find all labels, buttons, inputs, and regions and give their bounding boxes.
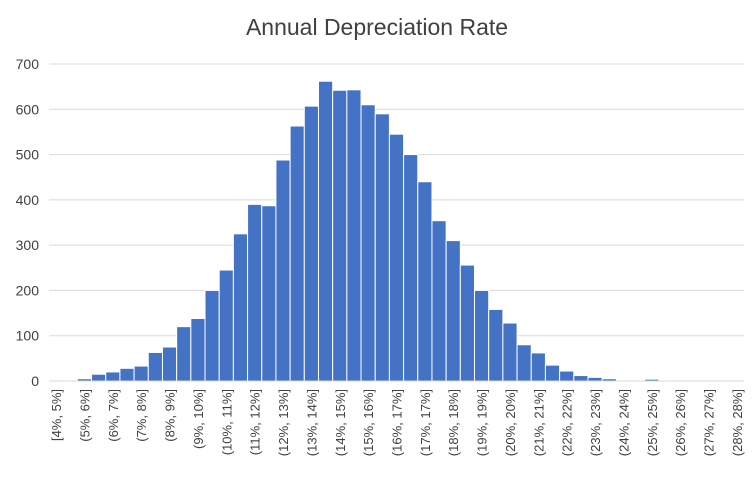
histogram-bar — [403, 154, 419, 382]
histogram-bar — [147, 351, 163, 382]
x-tick-label: (21%, 21%] — [531, 389, 546, 456]
x-tick-label: (8%, 9%] — [163, 389, 178, 442]
x-tick-label: (12%, 13%] — [276, 389, 291, 456]
histogram-bar — [261, 205, 277, 382]
histogram-bar — [204, 289, 220, 382]
histogram-bar — [459, 264, 476, 382]
x-tick-label: (11%, 12%] — [248, 389, 263, 455]
x-tick-label: (5%, 6%] — [77, 389, 92, 442]
histogram-bar — [573, 375, 589, 382]
histogram-bar — [133, 365, 149, 382]
x-tick-label: (27%, 27%] — [702, 389, 717, 456]
histogram-bar — [176, 326, 192, 382]
histogram-bar — [275, 159, 291, 382]
y-tick-label: 200 — [16, 282, 40, 298]
x-tick-label: [4%, 5%] — [49, 389, 64, 441]
histogram-bar — [374, 113, 390, 382]
x-tick-label: (16%, 17%] — [390, 389, 405, 456]
histogram-bar — [431, 220, 447, 382]
y-tick-label: 600 — [16, 101, 40, 117]
histogram-bar — [218, 269, 234, 382]
x-tick-label: (26%, 26%] — [673, 389, 688, 456]
x-tick-label: (6%, 7%] — [106, 389, 121, 442]
histogram-bar — [119, 367, 135, 382]
x-tick-label: (7%, 8%] — [134, 389, 149, 442]
y-tick-label: 700 — [16, 56, 40, 72]
histogram-bar — [346, 89, 362, 382]
histogram-bar — [247, 203, 263, 382]
histogram-bar — [502, 322, 518, 382]
x-tick-label: (10%, 11%] — [219, 389, 234, 455]
histogram-bar — [105, 371, 121, 382]
x-tick-label: (28%, 28%] — [730, 389, 745, 456]
x-tick-label: (19%, 19%] — [475, 389, 490, 456]
y-tick-label: 0 — [31, 373, 39, 389]
x-tick-label: (23%, 23%] — [588, 389, 603, 456]
histogram-bar — [559, 370, 575, 382]
y-tick-label: 400 — [16, 192, 40, 208]
histogram-bar — [530, 352, 546, 382]
histogram-bar — [289, 125, 305, 382]
histogram-bar — [488, 308, 504, 382]
x-tick-label: (13%, 14%] — [304, 389, 319, 456]
x-tick-label: (24%, 24%] — [616, 389, 631, 456]
x-tick-label: (25%, 25%] — [645, 389, 660, 456]
histogram-bar — [474, 289, 490, 382]
histogram-bar — [360, 104, 376, 382]
x-tick-label: (9%, 10%] — [191, 389, 206, 449]
histogram-bar — [587, 376, 603, 382]
x-tick-label: (17%, 17%] — [418, 389, 433, 456]
histogram-bar — [317, 80, 334, 382]
y-tick-label: 300 — [16, 237, 40, 253]
histogram-bar — [161, 346, 178, 382]
chart-title: Annual Depreciation Rate — [245, 14, 509, 40]
histogram-bar — [332, 89, 348, 382]
histogram-bar — [303, 105, 319, 382]
histogram-bar — [91, 373, 107, 382]
histogram-bar — [232, 233, 249, 382]
histogram-bar — [417, 181, 433, 382]
x-tick-label: (14%, 15%] — [333, 389, 348, 456]
histogram-bar — [516, 344, 532, 382]
x-tick-label: (15%, 16%] — [361, 389, 376, 456]
histogram-bar — [544, 364, 561, 382]
x-tick-label: (20%, 20%] — [503, 389, 518, 456]
histogram-bar — [445, 240, 461, 382]
histogram-bar — [388, 133, 405, 382]
y-tick-label: 500 — [16, 147, 40, 163]
y-tick-label: 100 — [16, 328, 40, 344]
x-tick-label: (22%, 22%] — [560, 389, 575, 456]
x-tick-label: (18%, 18%] — [446, 389, 461, 456]
histogram-bar — [190, 318, 206, 382]
